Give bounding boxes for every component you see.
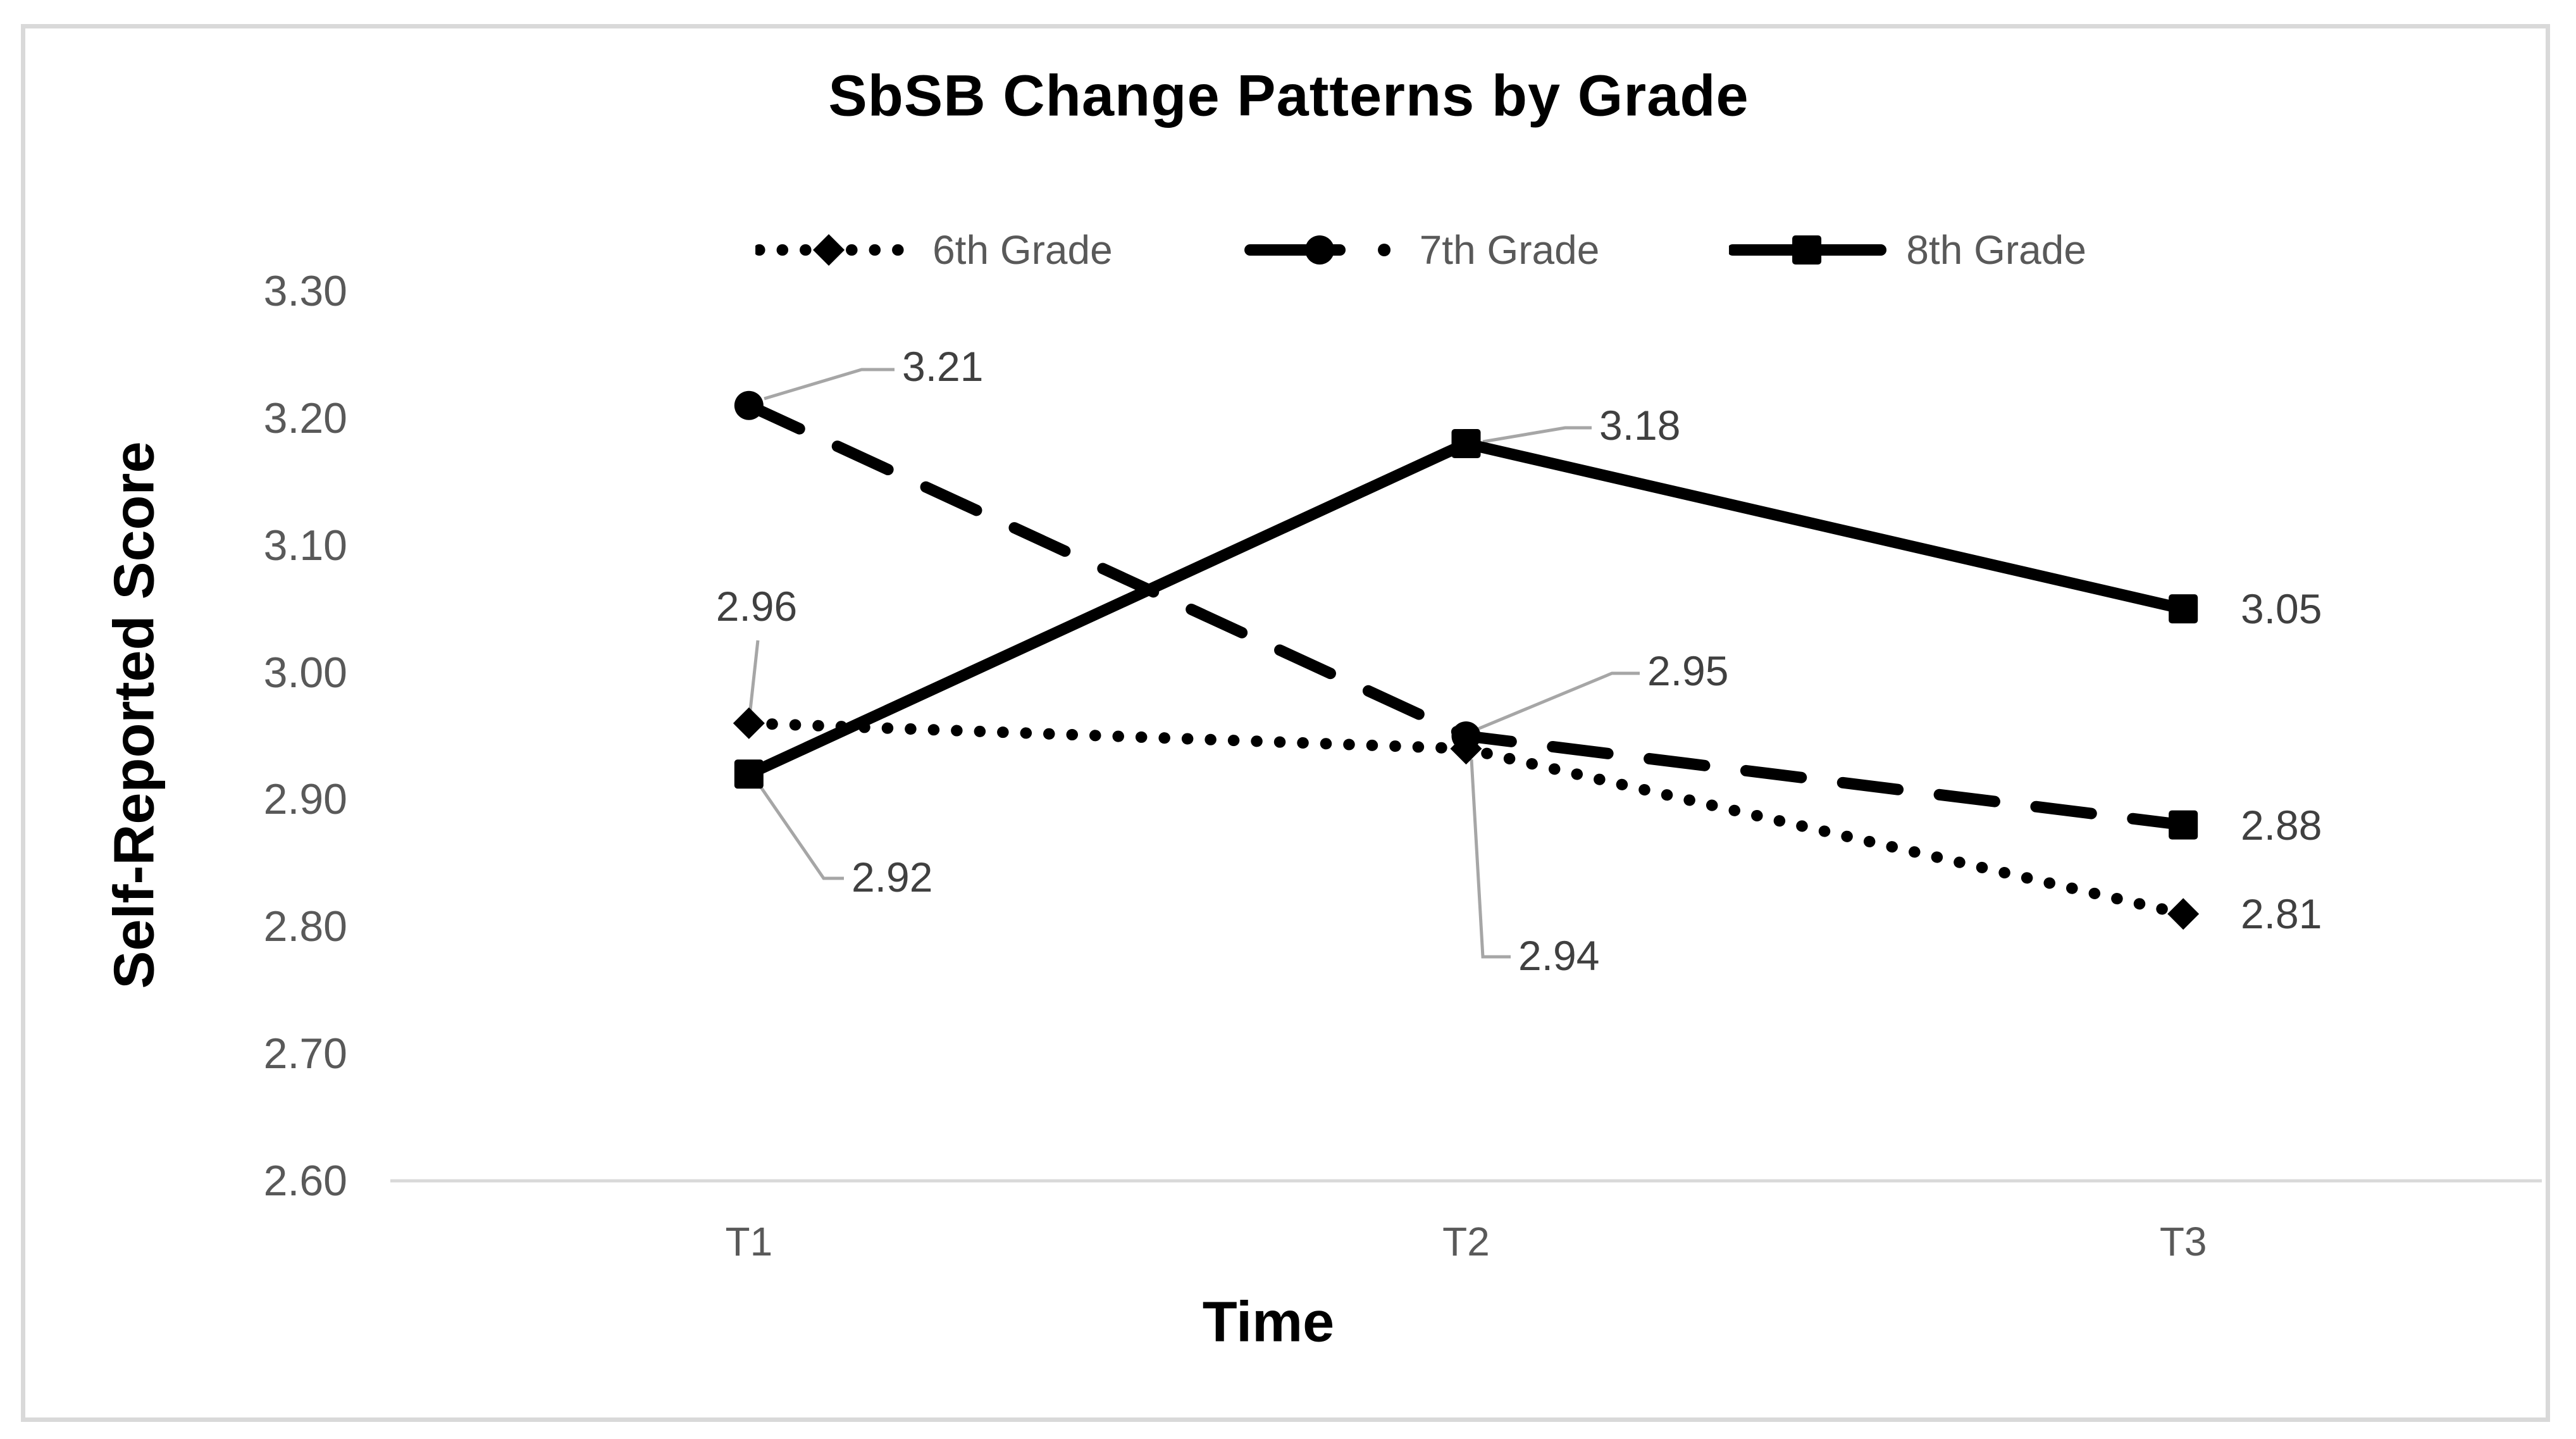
- data-label-leader-line: [757, 783, 844, 880]
- y-tick-label: 3.10: [263, 521, 347, 570]
- data-label-8th-grade-t2: 3.18: [1599, 402, 1681, 449]
- y-tick-label: 3.00: [263, 648, 347, 697]
- data-label-leader-line: [764, 368, 895, 401]
- x-axis-title: Time: [1202, 1290, 1335, 1354]
- legend-item-label: 8th Grade: [1906, 227, 2086, 273]
- marker-8th-grade-t2: [1451, 429, 1481, 459]
- data-label-leader-line: [748, 640, 760, 711]
- chart-title: SbSB Change Patterns by Grade: [828, 63, 1749, 128]
- legend: 6th Grade 7th Grade 8th Grade: [755, 227, 2086, 273]
- legend-item-label: 6th Grade: [932, 227, 1113, 273]
- y-tick-label: 2.90: [263, 775, 347, 824]
- marker-6th-grade-t3: [2167, 898, 2200, 930]
- data-label-leader-line: [1477, 671, 1640, 731]
- marker-7th-grade-t2: [1451, 721, 1481, 751]
- legend-item-6th-grade: 6th Grade: [755, 227, 1113, 273]
- legend-item-label: 7th Grade: [1419, 227, 1600, 273]
- y-tick-label: 3.30: [263, 267, 347, 315]
- chart-frame: [21, 24, 2550, 1422]
- legend-item-8th-grade: 8th Grade: [1729, 227, 2086, 273]
- data-label-6th-grade-t3: 2.81: [2241, 890, 2322, 937]
- marker-7th-grade-t3: [2169, 810, 2198, 840]
- legend-item-7th-grade: 7th Grade: [1242, 227, 1600, 273]
- data-label-7th-grade-t2: 2.95: [1647, 647, 1729, 694]
- marker-8th-grade-t1: [734, 759, 764, 789]
- data-label-8th-grade-t3: 3.05: [2241, 585, 2322, 632]
- y-tick-label: 3.20: [263, 394, 347, 442]
- data-label-leader-line: [1470, 759, 1511, 959]
- legend-circle-marker: [1304, 235, 1334, 265]
- data-label-6th-grade-t2: 2.94: [1518, 932, 1600, 979]
- data-label-8th-grade-t1: 2.92: [851, 854, 933, 900]
- y-tick-label: 2.60: [263, 1157, 347, 1205]
- data-label-7th-grade-t1: 3.21: [902, 343, 984, 390]
- legend-glyph-6th-grade: [755, 234, 905, 266]
- legend-glyph-7th-grade: [1244, 235, 1390, 265]
- y-tick-label: 2.80: [263, 902, 347, 951]
- legend-dot-sample: [1377, 244, 1390, 256]
- data-label-leader-line: [1482, 426, 1592, 444]
- x-category-label-t2: T2: [1442, 1219, 1490, 1264]
- y-tick-label: 2.70: [263, 1030, 347, 1078]
- legend-glyph-8th-grade: [1729, 235, 1887, 265]
- legend-square-marker: [1792, 235, 1822, 265]
- data-label-6th-grade-t1: 2.96: [715, 583, 798, 630]
- x-category-label-t1: T1: [725, 1219, 773, 1264]
- marker-6th-grade-t1: [733, 707, 765, 739]
- x-category-label-t3: T3: [2159, 1219, 2207, 1264]
- marker-8th-grade-t3: [2169, 594, 2198, 624]
- data-label-7th-grade-t3: 2.88: [2241, 802, 2322, 849]
- marker-7th-grade-t1: [734, 390, 764, 420]
- legend-diamond-marker: [813, 234, 845, 266]
